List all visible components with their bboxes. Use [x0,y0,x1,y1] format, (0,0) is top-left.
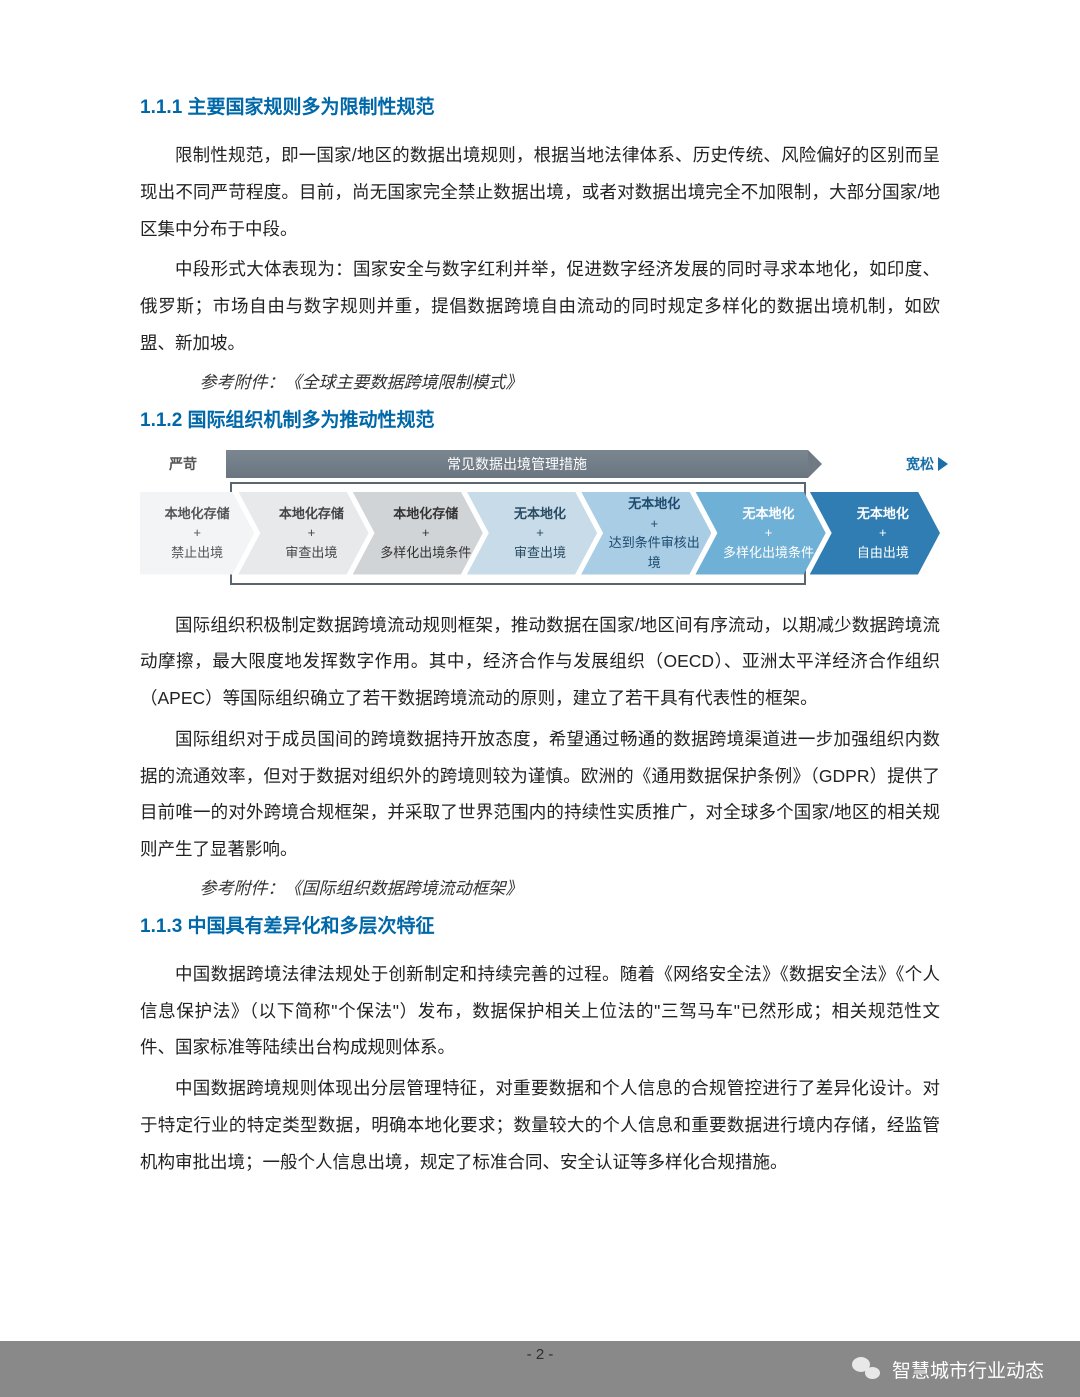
heading-112: 1.1.2 国际组织机制多为推动性规范 [140,405,940,432]
reference-note: 参考附件：《国际组织数据跨境流动框架》 [200,874,941,899]
spectrum-arrow-6: 无本地化+自由出境 [810,492,940,575]
heading-113: 1.1.3 中国具有差异化和多层次特征 [140,911,940,938]
wechat-icon [852,1357,880,1381]
paragraph: 国际组织对于成员国间的跨境数据持开放态度，希望通过畅通的数据跨境渠道进一步加强组… [140,721,940,868]
spectrum-arrow-5: 无本地化+多样化出境条件 [695,492,825,575]
paragraph: 限制性规范，即一国家/地区的数据出境规则，根据当地法律体系、历史传统、风险偏好的… [140,137,940,247]
spectrum-arrow-1: 本地化存储+审查出境 [238,492,368,575]
spectrum-arrow-0: 本地化存储+禁止出境 [140,492,254,575]
reference-note: 参考附件：《全球主要数据跨境限制模式》 [200,368,941,393]
spectrum-arrow-3: 无本地化+审查出境 [467,492,597,575]
spectrum-diagram: 严苛 常见数据出境管理措施 宽松 本地化存储+禁止出境本地化存储+审查出境本地化… [140,450,940,585]
diagram-label-loose: 宽松 [808,450,940,478]
diagram-arrow-row: 本地化存储+禁止出境本地化存储+审查出境本地化存储+多样化出境条件无本地化+审查… [140,492,940,575]
spectrum-arrow-2: 本地化存储+多样化出境条件 [353,492,483,575]
paragraph: 中段形式大体表现为：国家安全与数字红利并举，促进数字经济发展的同时寻求本地化，如… [140,251,940,361]
paragraph: 国际组织积极制定数据跨境流动规则框架，推动数据在国家/地区间有序流动，以期减少数… [140,607,940,717]
heading-111: 1.1.1 主要国家规则多为限制性规范 [140,92,940,119]
diagram-label-strict: 严苛 [140,450,226,478]
paragraph: 中国数据跨境规则体现出分层管理特征，对重要数据和个人信息的合规管控进行了差异化设… [140,1070,940,1180]
diagram-title-bar: 常见数据出境管理措施 [226,450,808,478]
document-page: 1.1.1 主要国家规则多为限制性规范 限制性规范，即一国家/地区的数据出境规则… [0,0,1080,1397]
diagram-header: 严苛 常见数据出境管理措施 宽松 [140,450,940,478]
paragraph: 中国数据跨境法律法规处于创新制定和持续完善的过程。随着《网络安全法》《数据安全法… [140,956,940,1066]
footer-source: 智慧城市行业动态 [892,1356,1044,1383]
footer-overlay: 智慧城市行业动态 [0,1341,1080,1397]
spectrum-arrow-4: 无本地化+达到条件审核出境 [581,492,711,575]
